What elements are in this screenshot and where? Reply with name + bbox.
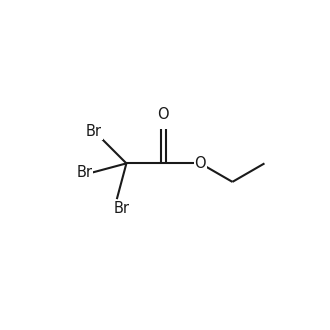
Text: Br: Br [114, 201, 130, 216]
Text: Br: Br [76, 164, 92, 180]
Text: Br: Br [86, 124, 102, 139]
Text: O: O [158, 107, 169, 122]
Text: O: O [195, 156, 206, 171]
